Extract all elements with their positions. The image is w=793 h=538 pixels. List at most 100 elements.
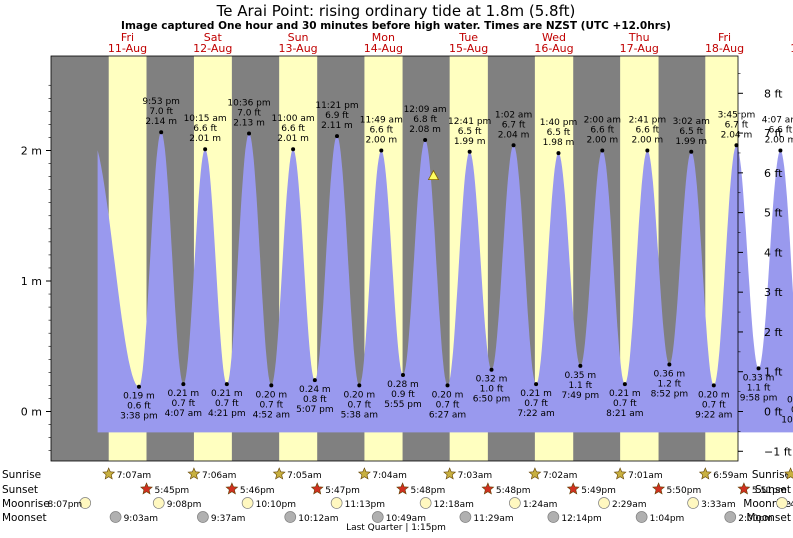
day-date: 12-Aug — [193, 42, 232, 55]
sunrise-time: 7:03am — [458, 471, 493, 481]
moonset-time: 10:12am — [298, 514, 338, 524]
low-tide-point — [269, 383, 274, 388]
high-tide-label: 2.00 m — [365, 136, 397, 146]
moonset-icon — [724, 511, 737, 523]
high-tide-label: 6.5 ft — [458, 127, 482, 137]
high-tide-label: 11:49 am — [360, 116, 403, 126]
right-axis-label: 7 ft — [764, 127, 783, 140]
high-tide-point — [247, 131, 252, 136]
high-tide-point — [600, 148, 605, 153]
low-tide-label: 7:49 pm — [562, 391, 600, 401]
moonset-row-label-right: Moonset — [746, 512, 791, 524]
sunrise-icon — [613, 467, 627, 480]
low-tide-point — [312, 378, 317, 383]
astronomy-rows: Sunrise Sunrise 7:07am 7:06am 7:05am 7:04am 7:… — [2, 467, 793, 524]
right-axis: −1 ft 0 ft 1 ft 2 ft 3 ft 4 ft 5 ft 6 ft 7 ft 8 f… — [738, 73, 792, 458]
low-tide-label: 10:26 am — [781, 416, 793, 426]
low-tide-label: 0.20 m — [432, 390, 464, 400]
high-tide-point — [467, 149, 472, 154]
right-axis-label: 0 ft — [764, 406, 783, 419]
sunrise-row-label-left: Sunrise — [2, 469, 41, 481]
sunset-time: 5:50pm — [667, 486, 702, 496]
moonrise-icon — [79, 497, 92, 509]
moonset-time: 2:00pm — [738, 514, 773, 524]
moonrise-row-label-left: Moonrise — [2, 498, 50, 510]
right-axis-label: 3 ft — [764, 286, 783, 299]
low-tide-label: 0.20 m — [255, 390, 287, 400]
chart-title: Te Arai Point: rising ordinary tide at 1… — [216, 2, 576, 20]
low-tide-label: 0.32 m — [476, 375, 508, 385]
moonrise-icon — [419, 497, 432, 509]
moonset-icon — [109, 511, 122, 523]
low-tide-label: 5:38 am — [341, 410, 378, 420]
current-tide-marker — [427, 169, 440, 180]
low-tide-label: 0.7 ft — [347, 400, 371, 410]
sunrise-icon — [357, 467, 371, 480]
moonset-time: 1:04pm — [650, 514, 685, 524]
high-tide-label: 6.6 ft — [193, 124, 217, 134]
high-tide-label: 2.00 m — [586, 136, 618, 146]
low-tide-label: 0.28 m — [387, 380, 419, 390]
high-tide-label: 3:45 pm — [718, 110, 756, 120]
high-tide-label: 6.7 ft — [725, 120, 749, 130]
high-tide-label: 6.9 ft — [325, 111, 349, 121]
day-date: 16-Aug — [534, 42, 573, 55]
sunrise-icon — [528, 467, 542, 480]
sunset-row-label-right: Sunset — [755, 484, 791, 496]
sunset-icon — [566, 482, 580, 495]
low-tide-point — [711, 383, 716, 388]
high-tide-label: 2.14 m — [145, 117, 177, 127]
high-tide-label: 2.11 m — [321, 121, 353, 131]
day-date: 13-Aug — [278, 42, 317, 55]
right-axis-label: 2 ft — [764, 326, 783, 339]
right-axis-label: 5 ft — [764, 207, 783, 220]
high-tide-point — [645, 148, 650, 153]
high-tide-label: 10:36 pm — [227, 99, 270, 109]
plot-frame — [50, 55, 739, 462]
right-axis-label: 4 ft — [764, 246, 783, 259]
sunset-icon — [481, 482, 495, 495]
day-name: Fri — [121, 31, 134, 44]
right-axis-label: −1 ft — [764, 445, 792, 458]
sunset-time: 5:45pm — [154, 486, 189, 496]
high-tide-label: 2.04 m — [498, 130, 530, 140]
low-tide-label: 6:50 pm — [473, 395, 511, 405]
sunset-time: 5:48pm — [411, 486, 446, 496]
day-name: Thu — [628, 31, 650, 44]
low-tide-label: 0.7 ft — [702, 400, 726, 410]
high-tide-label: 10:15 am — [184, 114, 227, 124]
high-tide-label: 9:53 pm — [142, 97, 180, 107]
sunrise-time: 7:04am — [372, 471, 407, 481]
low-tide-label: 0.9 ft — [391, 390, 415, 400]
high-tide-label: 6.6 ft — [281, 124, 305, 134]
high-tide-label: 6.5 ft — [547, 128, 571, 138]
sunset-row-label-left: Sunset — [2, 484, 38, 496]
low-tide-label: 9:22 am — [695, 410, 732, 420]
moonset-row-label-left: Moonset — [2, 512, 47, 524]
low-tide-point — [667, 362, 672, 367]
moonrise-time: 4:34am — [790, 500, 793, 510]
low-tide-label: 0.19 m — [123, 392, 155, 402]
moonset-time: 10:49am — [386, 514, 426, 524]
low-tide-label: 3:38 pm — [120, 412, 158, 422]
high-tide-label: 1:02 am — [495, 110, 532, 120]
high-tide-point — [423, 138, 428, 143]
sunset-time: 5:49pm — [581, 486, 616, 496]
moon-phase: Last Quarter | 1:15pm — [346, 523, 446, 533]
low-tide-point — [622, 382, 627, 387]
high-tide-label: 6.8 ft — [413, 115, 437, 125]
low-tide-label: 0.20 m — [698, 390, 730, 400]
sunset-icon — [225, 482, 239, 495]
low-tide-label: 1.1 ft — [747, 383, 771, 393]
high-tide-label: 1.98 m — [543, 138, 575, 148]
sunset-icon — [652, 482, 666, 495]
day-labels: Fri11-AugSat12-AugSun13-AugMon14-AugTue1… — [108, 31, 793, 55]
sunrise-time: 7:02am — [543, 471, 578, 481]
sunrise-icon — [272, 467, 286, 480]
chart-subtitle: Image captured One hour and 30 minutes b… — [121, 20, 671, 32]
low-tide-label: 5:07 pm — [296, 405, 334, 415]
high-tide-label: 6.6 ft — [590, 126, 614, 136]
moonrise-icon — [776, 497, 788, 509]
high-tide-label: 7.0 ft — [237, 109, 261, 119]
